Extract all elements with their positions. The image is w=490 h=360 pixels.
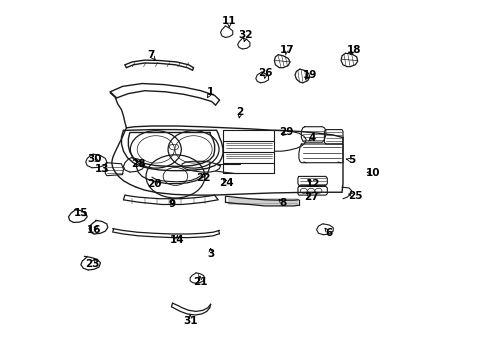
Text: 22: 22 [196, 173, 211, 183]
Text: 25: 25 [348, 191, 363, 201]
Text: 7: 7 [147, 50, 155, 60]
Text: 5: 5 [348, 155, 355, 165]
Text: 6: 6 [326, 228, 333, 238]
Text: 31: 31 [183, 316, 197, 326]
Text: 16: 16 [87, 225, 101, 235]
Text: 26: 26 [258, 68, 273, 78]
Text: 30: 30 [87, 154, 101, 164]
Text: 24: 24 [219, 178, 234, 188]
Text: 12: 12 [305, 179, 320, 189]
Text: 20: 20 [147, 179, 162, 189]
Text: 23: 23 [85, 258, 99, 269]
Text: 4: 4 [309, 132, 317, 143]
Text: 11: 11 [222, 16, 237, 26]
Text: 28: 28 [131, 159, 146, 169]
Text: 9: 9 [169, 199, 176, 210]
Text: 13: 13 [95, 164, 109, 174]
Text: 3: 3 [207, 249, 214, 259]
Text: 29: 29 [279, 127, 294, 138]
Text: 18: 18 [346, 45, 361, 55]
Text: 27: 27 [304, 192, 318, 202]
Text: 17: 17 [279, 45, 294, 55]
Text: 2: 2 [237, 107, 244, 117]
Text: 15: 15 [74, 208, 88, 218]
Text: 32: 32 [239, 30, 253, 40]
Text: 1: 1 [207, 87, 214, 97]
Text: 21: 21 [193, 276, 207, 287]
Text: 19: 19 [302, 70, 317, 80]
Text: 10: 10 [366, 168, 381, 178]
Text: 14: 14 [170, 235, 185, 246]
Text: 8: 8 [280, 198, 287, 208]
